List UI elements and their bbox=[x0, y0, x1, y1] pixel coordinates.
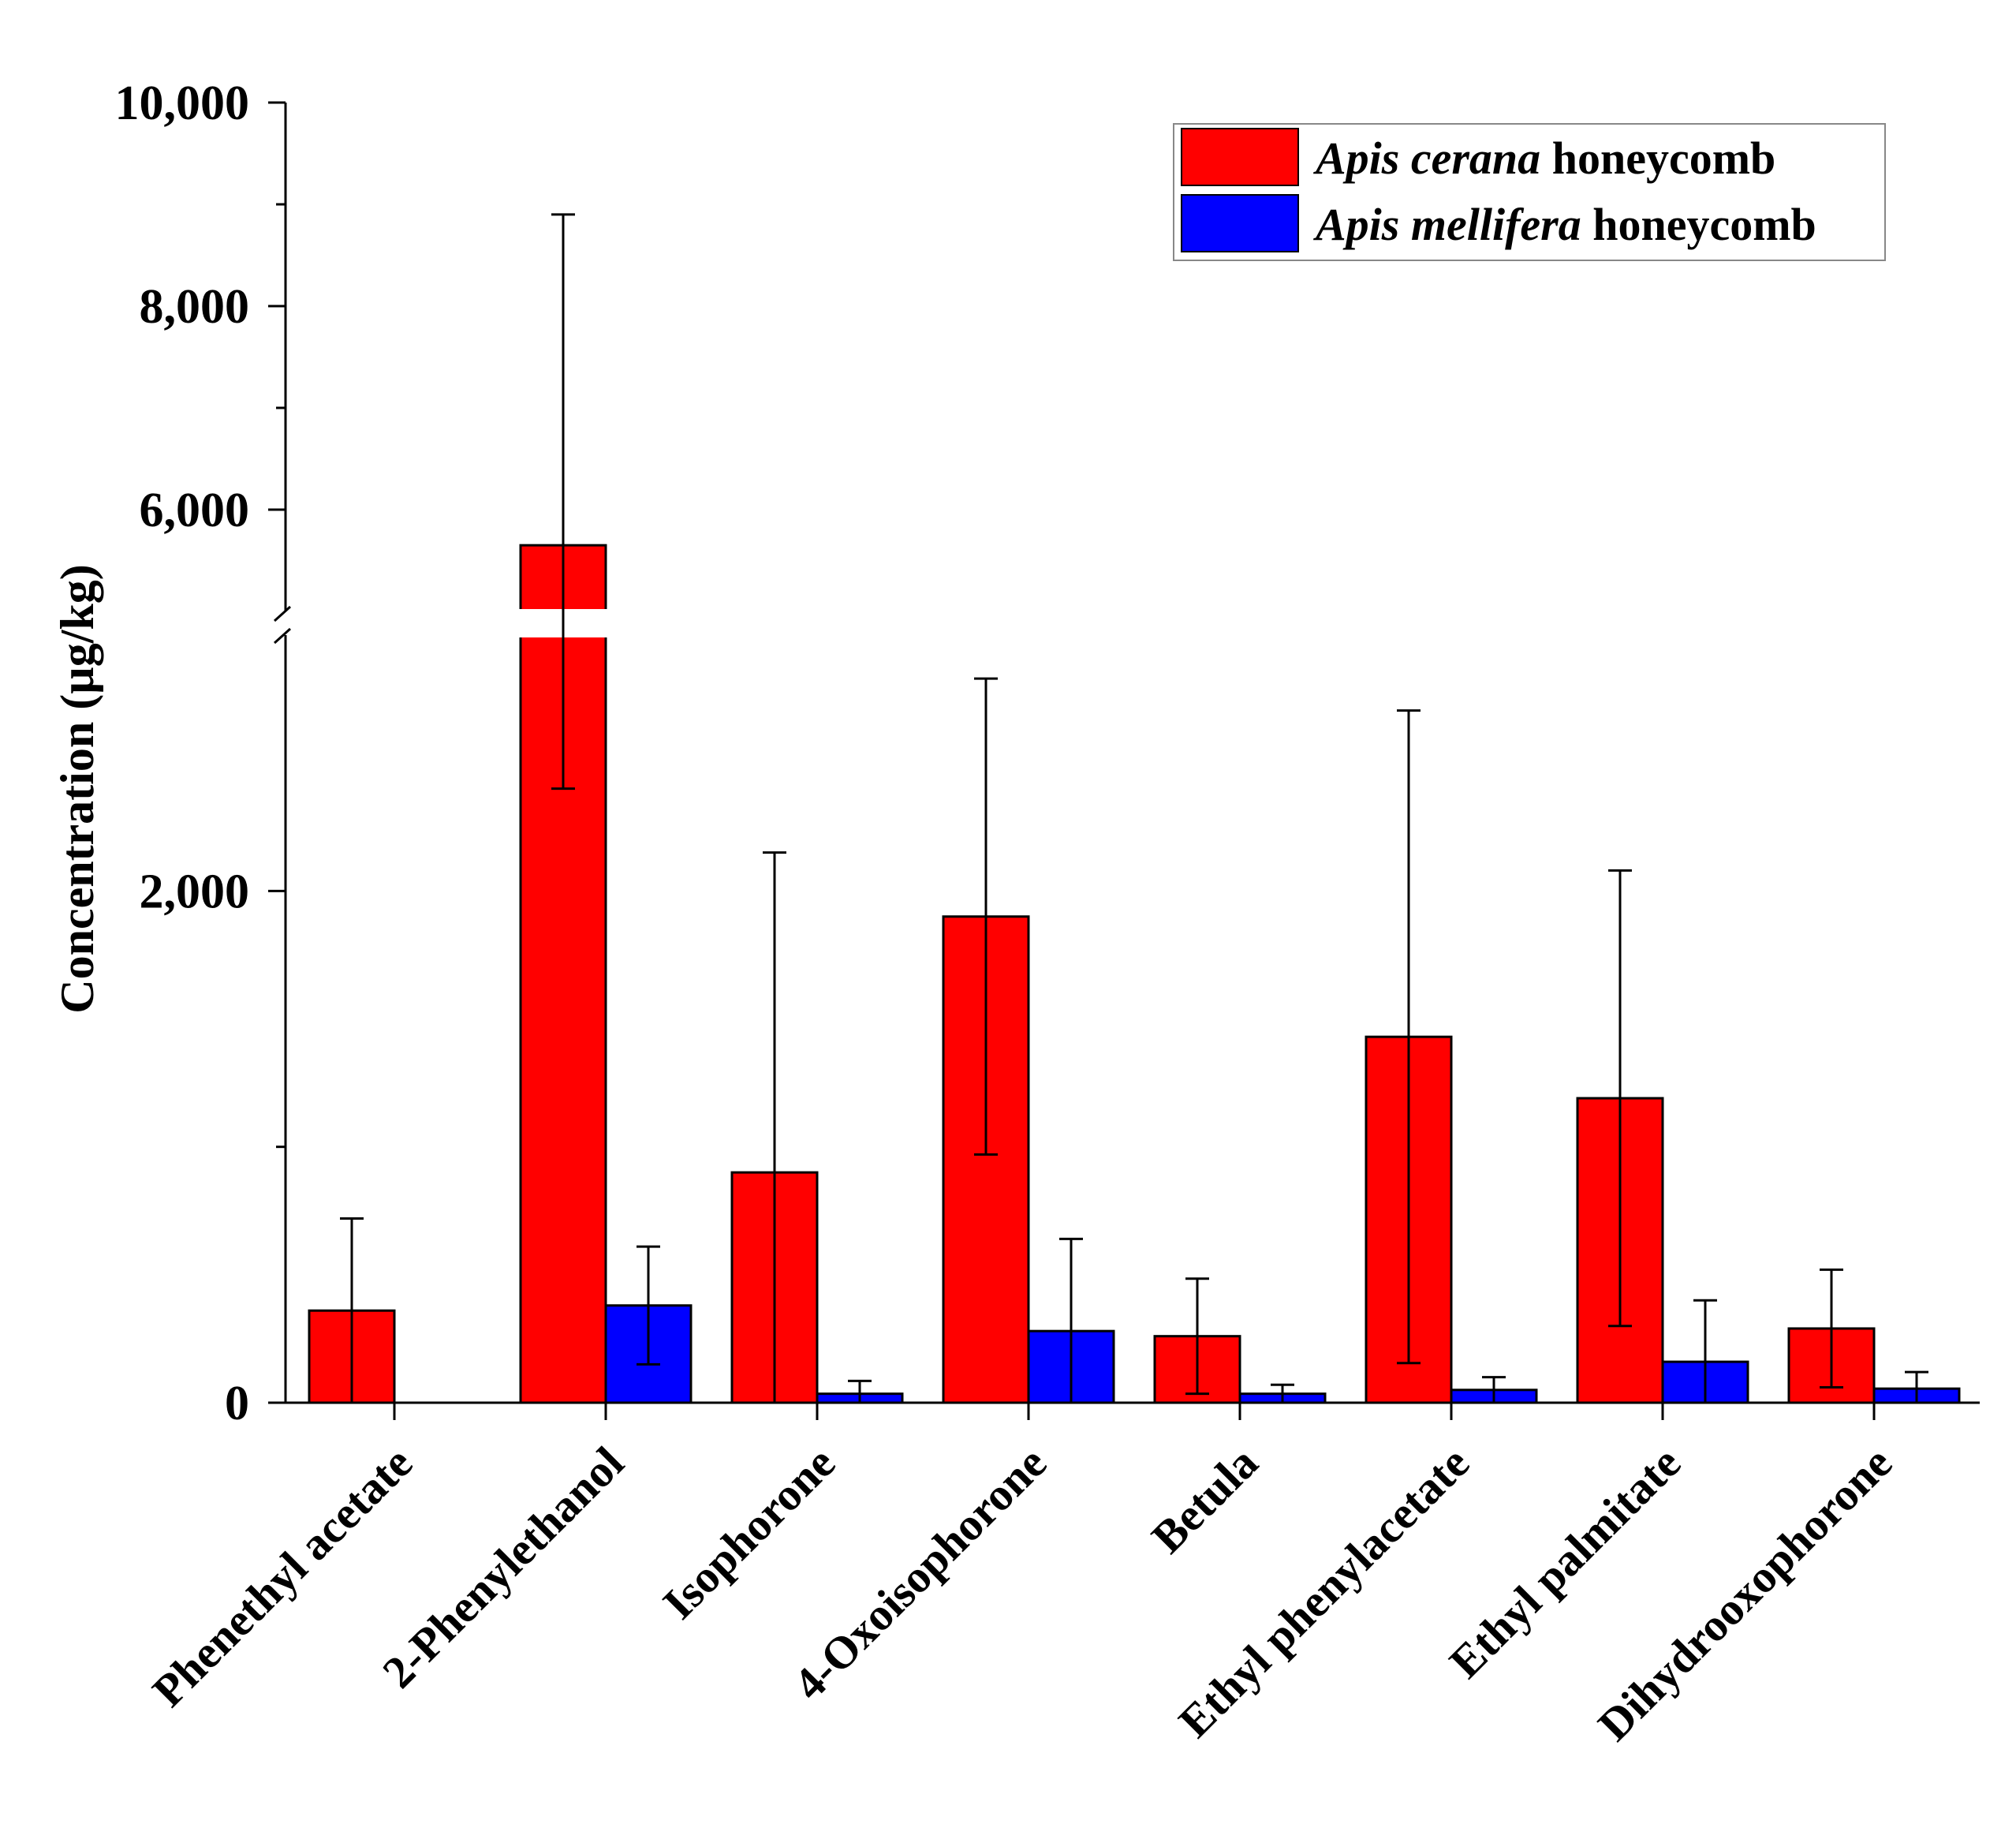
y-axis-title: Concentration (µg/kg) bbox=[51, 564, 103, 1014]
y-tick-label-0: 0 bbox=[225, 1377, 249, 1430]
legend: Apis cerana honeycomb Apis mellifera hon… bbox=[1173, 123, 1886, 261]
y-axis-break-mark-upper bbox=[273, 605, 292, 622]
y-tick-label-10-000: 10,000 bbox=[115, 77, 250, 130]
y-tick-label-2-000: 2,000 bbox=[140, 865, 250, 918]
legend-swatch-apis-cerana bbox=[1181, 128, 1299, 186]
y-tick-label-6-000: 6,000 bbox=[140, 484, 250, 537]
x-tick-label-betula: Betula bbox=[1141, 1437, 1267, 1563]
x-tick-label-isophorone: Isophorone bbox=[653, 1437, 845, 1628]
x-tick-label-phenethyl-acetate: Phenethyl acetate bbox=[143, 1437, 423, 1717]
legend-entry-apis-mellifera: Apis mellifera honeycomb bbox=[1313, 199, 1816, 250]
legend-swatch-apis-mellifera bbox=[1181, 194, 1299, 252]
y-tick-label-8-000: 8,000 bbox=[140, 280, 250, 334]
y-axis-break-mark-lower bbox=[273, 627, 292, 645]
legend-entry-apis-cerana: Apis cerana honeycomb bbox=[1313, 133, 1775, 184]
